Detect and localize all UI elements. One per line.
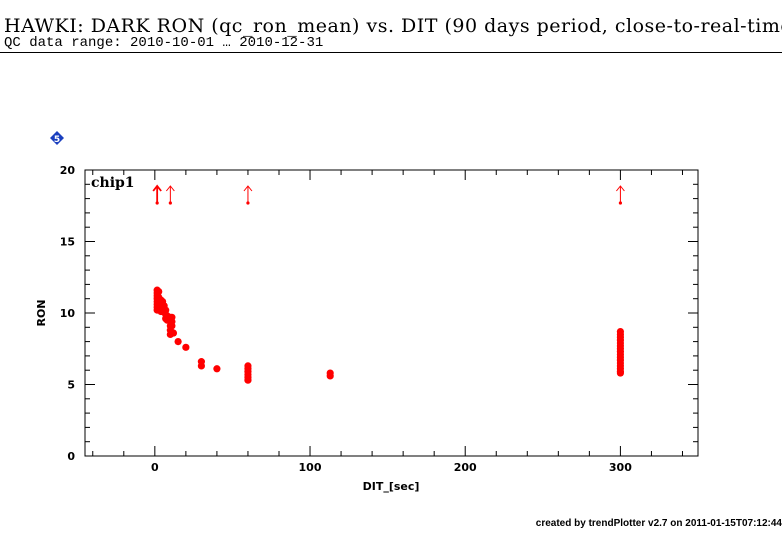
out-of-range-arrow bbox=[152, 184, 162, 205]
x-tick-label: 0 bbox=[151, 461, 159, 474]
data-point bbox=[168, 322, 176, 330]
axis-ticks bbox=[85, 169, 698, 457]
y-tick-label: 20 bbox=[60, 164, 76, 177]
data-point bbox=[213, 365, 221, 373]
out-of-range-arrow bbox=[243, 185, 253, 205]
data-point bbox=[182, 343, 190, 351]
y-axis-label: RON bbox=[35, 299, 48, 326]
data-point bbox=[169, 329, 178, 337]
panel-label: chip1 bbox=[91, 175, 135, 191]
axis-tick-labels: 0 100 200 300 0 5 10 15 20 bbox=[60, 164, 633, 474]
data-point bbox=[155, 287, 163, 296]
out-of-range-arrow bbox=[165, 185, 175, 205]
header-divider bbox=[0, 52, 782, 53]
diamond-badge[interactable] bbox=[50, 131, 64, 145]
x-tick-label: 200 bbox=[454, 461, 477, 474]
y-tick-label: 5 bbox=[67, 379, 75, 392]
plot-frame bbox=[84, 169, 699, 457]
badge-icon[interactable]: 5 bbox=[50, 131, 64, 145]
data-point bbox=[174, 338, 182, 346]
data-point bbox=[244, 376, 252, 384]
y-tick-label: 15 bbox=[60, 236, 75, 249]
out-of-range-arrow bbox=[616, 185, 625, 205]
footer-credit: created by trendPlotter v2.7 on 2011-01-… bbox=[535, 518, 782, 529]
x-tick-label: 100 bbox=[299, 461, 322, 474]
qc-data-range: QC data range: 2010-10-01 … 2010-12-31 bbox=[4, 35, 324, 51]
data-point bbox=[326, 372, 334, 380]
y-tick-label: 0 bbox=[67, 450, 75, 463]
x-axis-label: DIT_[sec] bbox=[363, 480, 420, 493]
y-tick-label: 10 bbox=[60, 307, 76, 320]
chart-title: HAWKI: DARK RON (qc_ron_mean) vs. DIT (9… bbox=[4, 15, 782, 37]
data-point bbox=[197, 362, 205, 370]
data-points bbox=[153, 286, 625, 384]
data-point bbox=[616, 369, 625, 377]
badge-number: 5 bbox=[54, 135, 60, 145]
x-tick-label: 300 bbox=[609, 461, 632, 474]
out-of-range-markers bbox=[152, 184, 625, 205]
